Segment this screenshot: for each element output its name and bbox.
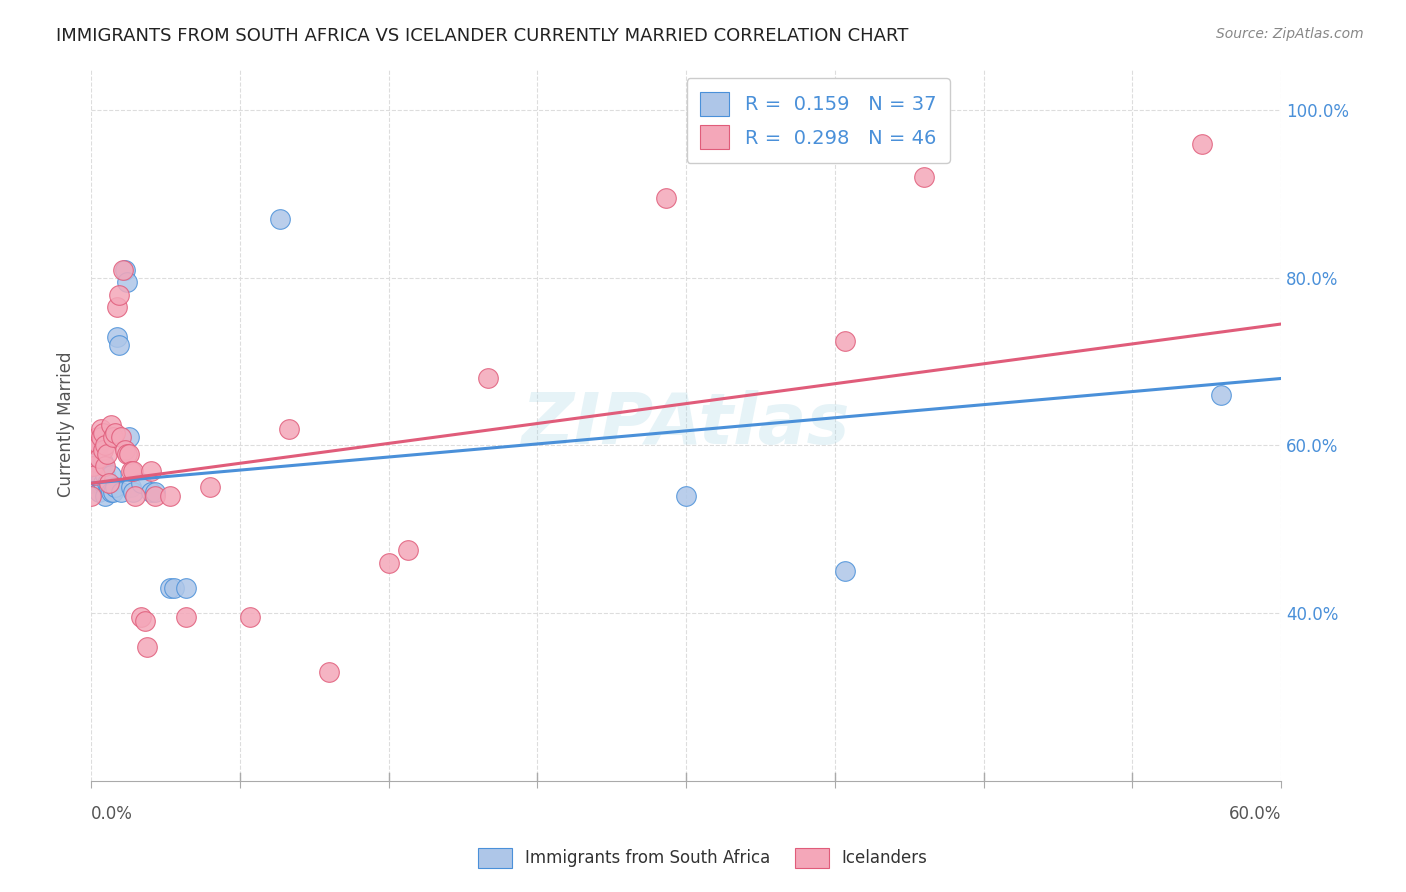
Point — [86, 438, 108, 452]
Point — [278, 422, 301, 436]
Point — [114, 262, 136, 277]
Point — [318, 665, 340, 679]
Point — [98, 476, 121, 491]
Point — [143, 489, 166, 503]
Point — [912, 170, 935, 185]
Point — [84, 447, 107, 461]
Point — [90, 430, 112, 444]
Point — [108, 338, 131, 352]
Point — [90, 422, 112, 436]
Point — [84, 467, 107, 482]
Point — [87, 438, 110, 452]
Legend: Immigrants from South Africa, Icelanders: Immigrants from South Africa, Icelanders — [471, 841, 935, 875]
Point — [118, 447, 141, 461]
Text: IMMIGRANTS FROM SOUTH AFRICA VS ICELANDER CURRENTLY MARRIED CORRELATION CHART: IMMIGRANTS FROM SOUTH AFRICA VS ICELANDE… — [56, 27, 908, 45]
Point — [105, 300, 128, 314]
Point — [91, 442, 114, 457]
Point — [80, 489, 103, 503]
Point — [834, 564, 856, 578]
Point — [110, 430, 132, 444]
Point — [176, 610, 198, 624]
Point — [104, 425, 127, 440]
Point — [101, 430, 124, 444]
Point — [120, 480, 142, 494]
Point — [118, 430, 141, 444]
Point — [139, 484, 162, 499]
Point — [87, 484, 110, 499]
Point — [94, 459, 117, 474]
Point — [1191, 136, 1213, 151]
Point — [80, 476, 103, 491]
Point — [100, 417, 122, 432]
Point — [115, 447, 138, 461]
Point — [90, 472, 112, 486]
Point — [675, 489, 697, 503]
Point — [86, 438, 108, 452]
Point — [110, 484, 132, 499]
Point — [82, 459, 104, 474]
Point — [159, 489, 181, 503]
Point — [96, 447, 118, 461]
Point — [121, 484, 143, 499]
Text: 60.0%: 60.0% — [1229, 805, 1281, 823]
Point — [91, 476, 114, 491]
Point — [98, 480, 121, 494]
Point — [134, 615, 156, 629]
Point — [176, 581, 198, 595]
Point — [198, 480, 221, 494]
Text: Source: ZipAtlas.com: Source: ZipAtlas.com — [1216, 27, 1364, 41]
Point — [377, 556, 399, 570]
Point — [396, 543, 419, 558]
Point — [834, 334, 856, 348]
Point — [101, 484, 124, 499]
Point — [96, 476, 118, 491]
Point — [139, 464, 162, 478]
Point — [114, 442, 136, 457]
Y-axis label: Currently Married: Currently Married — [58, 351, 75, 498]
Point — [159, 581, 181, 595]
Point — [163, 581, 186, 595]
Point — [100, 467, 122, 482]
Point — [239, 610, 262, 624]
Point — [129, 476, 152, 491]
Point — [1211, 388, 1233, 402]
Point — [477, 371, 499, 385]
Point — [105, 329, 128, 343]
Point — [87, 476, 110, 491]
Point — [91, 425, 114, 440]
Point — [269, 212, 291, 227]
Point — [108, 287, 131, 301]
Point — [91, 455, 114, 469]
Point — [120, 464, 142, 478]
Point — [124, 489, 146, 503]
Point — [129, 610, 152, 624]
Point — [86, 472, 108, 486]
Point — [94, 467, 117, 482]
Point — [104, 480, 127, 494]
Point — [94, 489, 117, 503]
Point — [86, 430, 108, 444]
Point — [111, 262, 134, 277]
Point — [90, 459, 112, 474]
Text: 0.0%: 0.0% — [91, 805, 134, 823]
Point — [94, 438, 117, 452]
Legend: R =  0.159   N = 37, R =  0.298   N = 46: R = 0.159 N = 37, R = 0.298 N = 46 — [686, 78, 950, 162]
Point — [87, 451, 110, 466]
Text: ZIPAtlas: ZIPAtlas — [522, 390, 851, 459]
Point — [100, 484, 122, 499]
Point — [655, 191, 678, 205]
Point — [82, 464, 104, 478]
Point — [121, 464, 143, 478]
Point — [143, 484, 166, 499]
Point — [115, 275, 138, 289]
Point — [135, 640, 157, 654]
